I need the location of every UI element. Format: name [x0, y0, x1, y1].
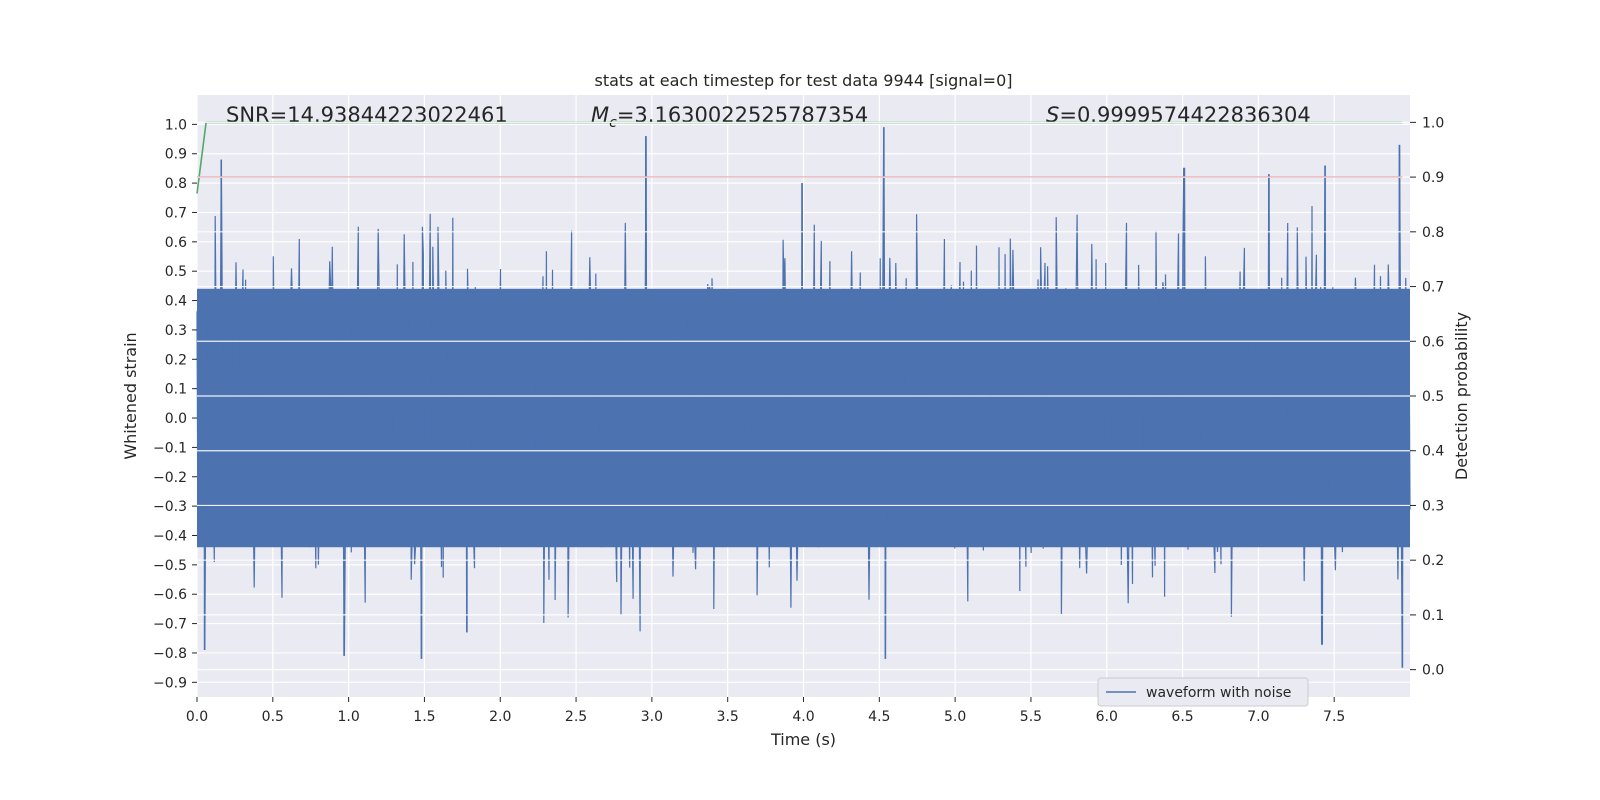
s-value: =0.9999574422836304: [1059, 103, 1310, 127]
y2-tick-label: 0.6: [1422, 334, 1444, 350]
x-axis-ticks: 0.0 0.5 1.0 1.5 2.0 2.5 3.0 3.5 4.0 4.5 5.0 5.5 6.0 6…: [186, 697, 1345, 725]
s-symbol: S: [1046, 103, 1059, 127]
legend-label: waveform with noise: [1146, 685, 1291, 701]
x-tick-label: 4.0: [792, 709, 814, 725]
y-axis-ticks: −0.9 −0.8 −0.7 −0.6 −0.5 −0.4 −0.3 −0.2 −0.1 0.0 0…: [153, 117, 197, 691]
y2-tick-label: 1.0: [1422, 115, 1444, 131]
y-tick-label: −0.2: [153, 470, 187, 486]
x-tick-label: 5.5: [1020, 709, 1042, 725]
y2-tick-label: 0.7: [1422, 280, 1444, 296]
mc-subscript: c: [609, 115, 617, 131]
y2-axis-label: Detection probability: [1452, 312, 1471, 480]
y2-tick-label: 0.9: [1422, 170, 1444, 186]
legend: waveform with noise: [1097, 677, 1309, 707]
x-tick-label: 4.5: [868, 709, 890, 725]
y-tick-label: 0.4: [165, 294, 187, 310]
y2-tick-label: 0.4: [1422, 444, 1444, 460]
x-tick-label: 6.5: [1171, 709, 1193, 725]
x-tick-label: 3.5: [717, 709, 739, 725]
x-tick-label: 6.0: [1096, 709, 1118, 725]
y-tick-label: 0.8: [165, 176, 187, 192]
y-tick-label: −0.9: [153, 675, 187, 691]
x-tick-label: 2.5: [565, 709, 587, 725]
y-tick-label: −0.6: [153, 587, 187, 603]
snr-annotation: SNR=14.93844223022461: [226, 103, 508, 127]
y-tick-label: 0.3: [165, 323, 187, 339]
y-tick-label: 0.2: [165, 352, 187, 368]
y2-tick-label: 0.8: [1422, 225, 1444, 241]
y-tick-label: 0.7: [165, 205, 187, 221]
y-tick-label: 0.1: [165, 382, 187, 398]
waveform-series: [196, 127, 1411, 668]
y2-tick-label: 0.5: [1422, 389, 1444, 405]
y-tick-label: 0.0: [165, 411, 187, 427]
legend-box: [1097, 677, 1309, 707]
mc-annotation: Mc=3.1630022525787354: [591, 103, 868, 131]
y2-tick-label: 0.2: [1422, 553, 1444, 569]
y-tick-label: 0.9: [165, 147, 187, 163]
mc-symbol: M: [591, 103, 609, 127]
x-tick-label: 3.0: [641, 709, 663, 725]
mc-value: =3.1630022525787354: [617, 103, 868, 127]
x-tick-label: 1.0: [337, 709, 359, 725]
x-axis-label: Time (s): [770, 730, 836, 749]
x-tick-label: 2.0: [489, 709, 511, 725]
y-tick-label: −0.8: [153, 646, 187, 662]
y-tick-label: −0.1: [153, 440, 187, 456]
y-tick-label: 0.6: [165, 235, 187, 251]
y-tick-label: −0.7: [153, 617, 187, 633]
y-tick-label: −0.4: [153, 528, 187, 544]
y2-tick-label: 0.3: [1422, 498, 1444, 514]
x-tick-label: 0.5: [262, 709, 284, 725]
x-tick-label: 1.5: [413, 709, 435, 725]
chart-title: stats at each timestep for test data 994…: [594, 71, 1012, 90]
y-tick-label: −0.3: [153, 499, 187, 515]
y-axis-label: Whitened strain: [121, 332, 140, 459]
y-tick-label: 0.5: [165, 264, 187, 280]
x-tick-label: 0.0: [186, 709, 208, 725]
y-tick-label: 1.0: [165, 117, 187, 133]
x-tick-label: 7.0: [1247, 709, 1269, 725]
x-tick-label: 7.5: [1323, 709, 1345, 725]
x-tick-label: 5.0: [944, 709, 966, 725]
y-tick-label: −0.5: [153, 558, 187, 574]
y2-tick-label: 0.0: [1422, 663, 1444, 679]
y2-axis-ticks: 0.0 0.1 0.2 0.3 0.4 0.5 0.6 0.7 0.8 0.9 1.0: [1410, 115, 1444, 679]
s-annotation: S=0.9999574422836304: [1046, 103, 1311, 127]
y2-tick-label: 0.1: [1422, 608, 1444, 624]
